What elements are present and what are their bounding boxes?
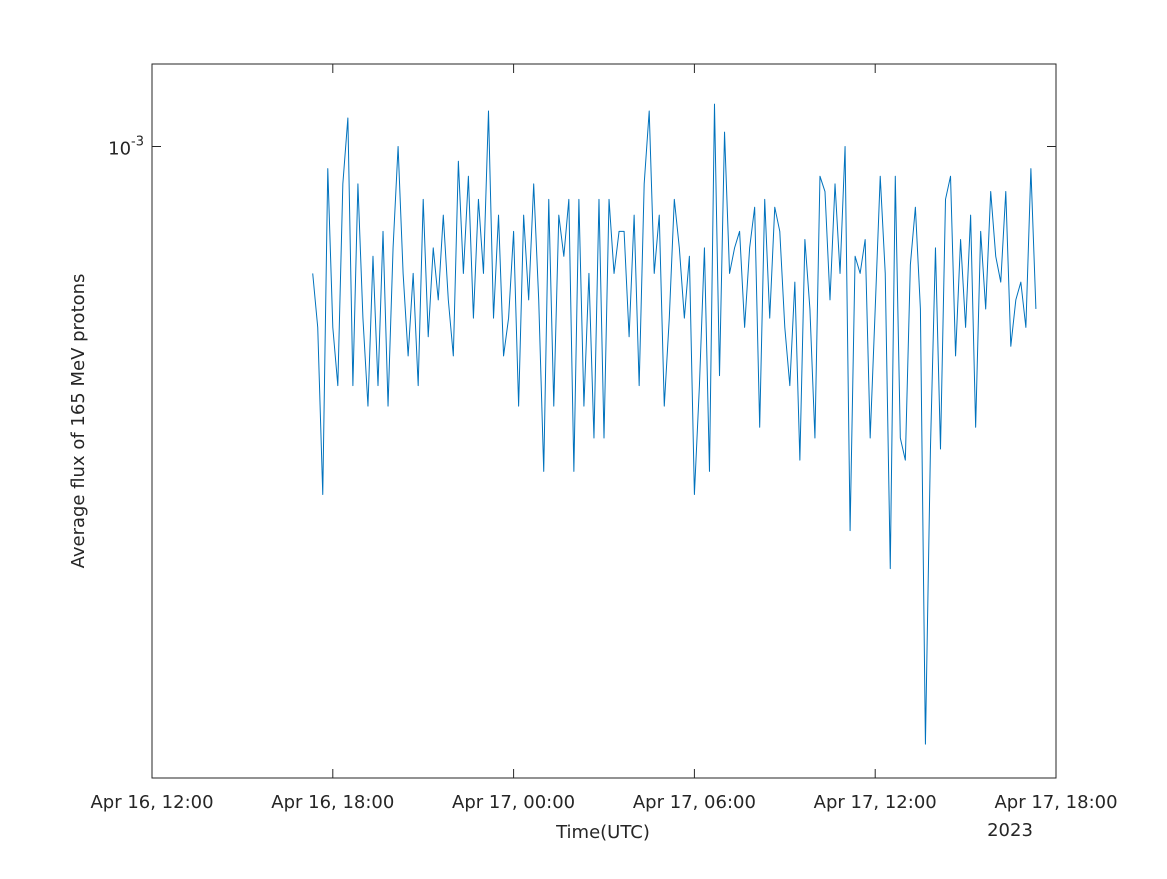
y-tick-base: 10 [108,138,131,159]
x-tick-label: Apr 17, 12:00 [814,792,937,813]
y-tick-label: 10-3 [108,134,144,159]
x-tick-label: Apr 16, 18:00 [271,792,394,813]
x-tick-label: Apr 17, 06:00 [633,792,756,813]
x-tick-label: Apr 17, 00:00 [452,792,575,813]
x-axis-year: 2023 [987,820,1033,841]
y-tick-exponent: -3 [131,134,144,149]
x-axis-label: Time(UTC) [555,822,650,843]
y-axis-label: Average flux of 165 MeV protons [68,274,89,569]
x-tick-label: Apr 17, 18:00 [994,792,1117,813]
x-tick-label: Apr 16, 12:00 [90,792,213,813]
data-line [312,103,1037,745]
